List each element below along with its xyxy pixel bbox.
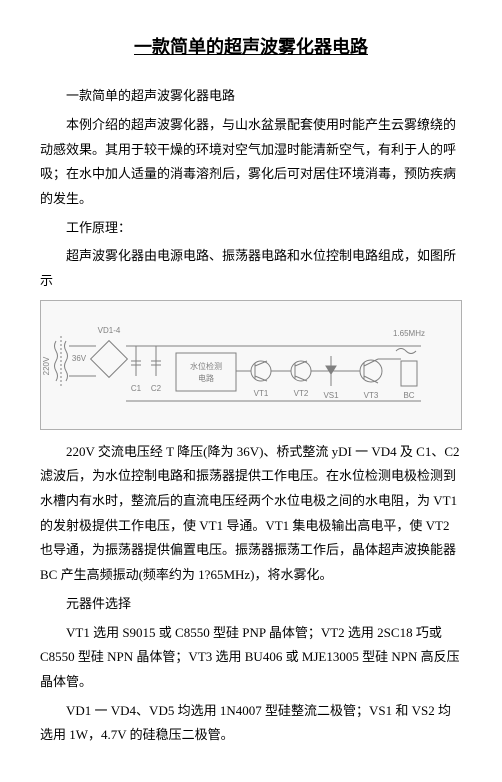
svg-text:水位检测: 水位检测 — [190, 361, 222, 371]
paragraph-principle-body: 220V 交流电压经 T 降压(降为 36V)、桥式整流 yDI 一 VD4 及… — [40, 440, 462, 588]
svg-text:VD1-4: VD1-4 — [98, 326, 121, 335]
paragraph-principle-heading: 工作原理： — [40, 216, 462, 241]
svg-text:VS1: VS1 — [323, 391, 339, 400]
page-title: 一款简单的超声波雾化器电路 — [40, 30, 462, 64]
svg-text:BC: BC — [403, 391, 414, 400]
svg-text:VT3: VT3 — [364, 391, 379, 400]
paragraph-intro: 本例介绍的超声波雾化器，与山水盆景配套使用时能产生云雾缭绕的动感效果。其用于较干… — [40, 113, 462, 212]
paragraph-components-heading: 元器件选择 — [40, 592, 462, 617]
paragraph-transistors: VT1 选用 S9015 或 C8550 型硅 PNP 晶体管；VT2 选用 2… — [40, 621, 462, 695]
svg-text:VT1: VT1 — [254, 389, 269, 398]
svg-text:1.65MHz: 1.65MHz — [393, 329, 425, 338]
paragraph-principle-intro: 超声波雾化器由电源电路、振荡器电路和水位控制电路组成，如图所示 — [40, 244, 462, 293]
svg-text:C1: C1 — [131, 384, 142, 393]
circuit-diagram: 220V 36V VD1-4 C1 C2 水位检测 电路 — [40, 300, 462, 430]
paragraph-diodes: VD1 一 VD4、VD5 均选用 1N4007 型硅整流二极管；VS1 和 V… — [40, 699, 462, 748]
svg-text:VT2: VT2 — [294, 389, 309, 398]
svg-text:36V: 36V — [72, 354, 87, 363]
svg-text:C2: C2 — [151, 384, 162, 393]
svg-text:220V: 220V — [42, 356, 51, 375]
paragraph-subtitle: 一款简单的超声波雾化器电路 — [40, 84, 462, 109]
svg-text:电路: 电路 — [198, 373, 214, 383]
